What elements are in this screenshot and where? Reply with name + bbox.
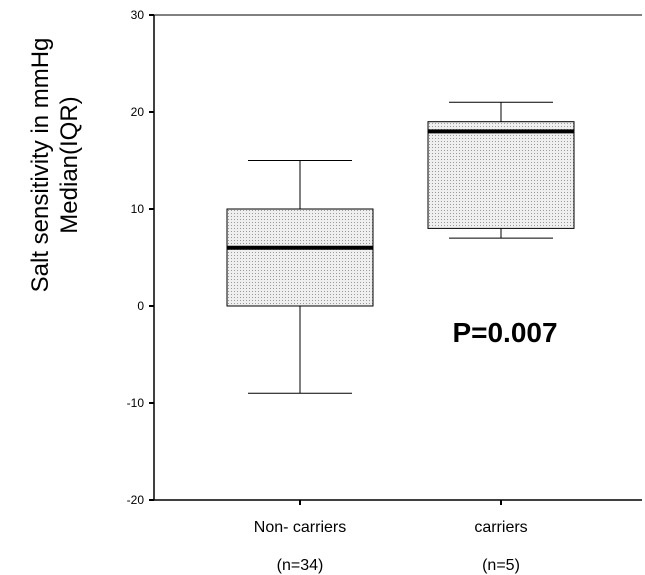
y-axis-label-line-2: Median(IQR) [56,96,83,233]
y-tick-label-20: 20 [131,105,145,119]
category-label-carriers: carriers [474,519,527,536]
y-tick-label-30: 30 [131,8,145,22]
y-tick-label--10: -10 [127,396,145,410]
iqr-box-carriers [427,121,575,229]
category-count-non-carriers: (n=34) [277,557,324,574]
y-tick-label-10: 10 [131,202,145,216]
y-tick-label-0: 0 [137,299,144,313]
p-value-annotation: P=0.007 [452,317,557,348]
category-count-carriers: (n=5) [482,557,520,574]
y-tick-label--20: -20 [127,493,145,507]
y-axis-label-line-1: Salt sensitivity in mmHg [27,38,54,293]
category-label-non-carriers: Non- carriers [254,519,346,536]
plot-area: 30 20 10 0 -10 -20 [127,8,642,507]
iqr-box-non-carriers [226,208,374,307]
